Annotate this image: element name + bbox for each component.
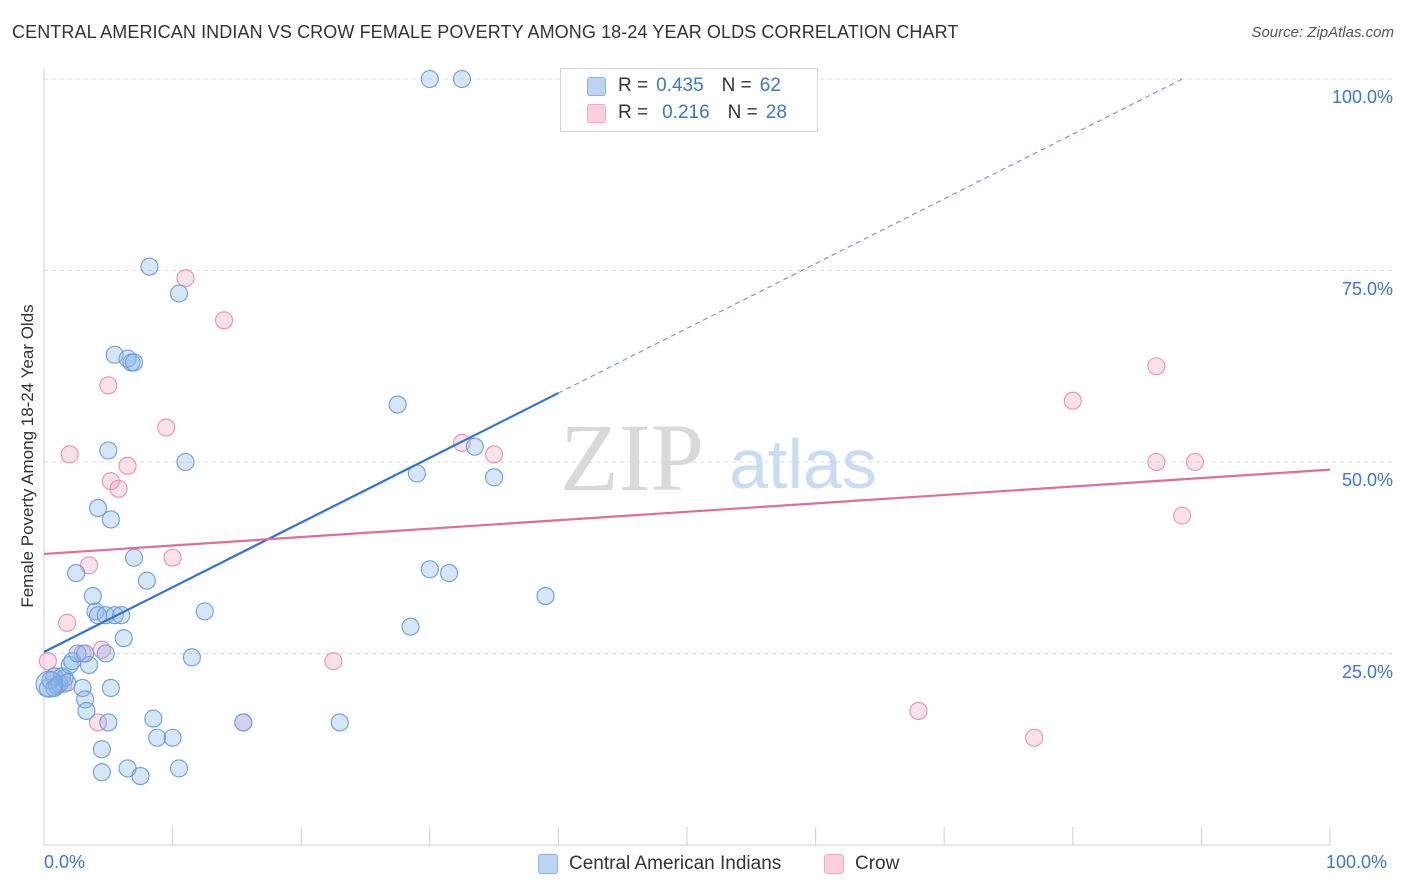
point-central-american-indians (169, 759, 189, 778)
y-tick-label: 25.0% (1341, 661, 1393, 682)
watermark-zip: ZIP (560, 404, 704, 511)
point-central-american-indians (144, 709, 163, 728)
x-tick-label-min: 0.0% (44, 852, 86, 872)
y-tick-label: 100.0% (1331, 87, 1393, 107)
point-crow (485, 445, 504, 464)
point-central-american-indians (77, 701, 96, 721)
legend-n-value: 28 (765, 102, 787, 123)
point-crow (58, 613, 77, 632)
point-crow (176, 269, 195, 288)
point-central-american-indians (92, 740, 111, 759)
point-central-american-indians (124, 353, 144, 372)
point-central-american-indians (330, 713, 349, 732)
point-central-american-indians (440, 564, 459, 583)
point-central-american-indians (114, 629, 133, 648)
point-central-american-indians (92, 763, 111, 782)
point-central-american-indians (420, 69, 439, 89)
point-central-american-indians (234, 713, 253, 732)
point-crow (909, 701, 928, 721)
point-central-american-indians (536, 586, 555, 606)
series-legend-crow: Crow (824, 852, 899, 876)
trendline-crow (43, 468, 1331, 556)
series-name: Crow (855, 853, 900, 874)
point-central-american-indians (131, 767, 150, 786)
series-swatch-blue (538, 854, 558, 874)
y-axis-label: Female Poverty Among 18-24 Year Olds (18, 304, 37, 608)
point-central-american-indians-cluster (35, 670, 63, 698)
point-central-american-indians (182, 648, 201, 667)
point-crow (1173, 506, 1192, 525)
y-tick-label: 75.0% (1341, 278, 1393, 299)
point-central-american-indians (148, 728, 167, 747)
point-central-american-indians (73, 678, 92, 698)
point-crow (60, 445, 79, 464)
point-crow (214, 311, 234, 330)
point-central-american-indians (79, 655, 99, 675)
point-crow (1147, 357, 1166, 376)
point-central-american-indians (76, 644, 95, 663)
legend-r-label: R = (618, 102, 649, 123)
point-crow (99, 376, 118, 395)
point-crow (109, 479, 128, 498)
axes (43, 68, 1331, 846)
series-name: Central American Indians (569, 853, 782, 874)
point-crow (38, 652, 57, 671)
point-central-american-indians (96, 644, 115, 663)
point-central-american-indians (163, 728, 182, 747)
legend-n-value: 62 (759, 75, 781, 96)
legend-row-central-american-indians: R = 0.435 N = 62 (587, 73, 781, 99)
correlation-legend: R = 0.435 N = 62 R = 0.216 N = 28 (560, 68, 818, 132)
legend-swatch-blue (587, 76, 606, 96)
point-crow (118, 456, 137, 475)
point-crow (88, 713, 108, 732)
series-legend-central-american-indians: Central American Indians (538, 852, 781, 876)
point-central-american-indians (67, 564, 86, 583)
point-central-american-indians (101, 510, 120, 529)
point-crow (324, 652, 343, 671)
y-tick-label: 50.0% (1341, 470, 1393, 490)
point-central-american-indians (83, 586, 102, 606)
legend-r-value: 0.435 (656, 75, 704, 96)
legend-swatch-pink (587, 103, 606, 123)
legend-r-label: R = (618, 75, 649, 96)
point-crow (1063, 391, 1082, 410)
watermark: ZIP atlas (560, 404, 877, 511)
point-central-american-indians (176, 452, 195, 472)
point-central-american-indians (388, 395, 407, 414)
legend-row-crow: R = 0.216 N = 28 (587, 100, 787, 126)
point-central-american-indians (452, 69, 472, 89)
point-central-american-indians (485, 468, 504, 487)
point-crow (1185, 452, 1205, 472)
grid-lines (44, 78, 1393, 654)
point-central-american-indians (68, 644, 87, 663)
point-crow (1147, 452, 1166, 472)
point-crow (1025, 728, 1044, 747)
point-central-american-indians (195, 602, 214, 621)
point-central-american-indians (101, 678, 120, 698)
point-crow (101, 472, 120, 491)
source-credit: Source: ZipAtlas.com (1251, 24, 1394, 41)
trendline-central-american-indians (43, 392, 559, 653)
legend-r-value: 0.216 (662, 102, 710, 123)
series-swatch-pink (824, 854, 844, 874)
point-central-american-indians (169, 284, 189, 303)
x-tick-label-max: 100.0% (1326, 852, 1388, 872)
point-central-american-indians (401, 617, 420, 636)
chart-title: CENTRAL AMERICAN INDIAN VS CROW FEMALE P… (12, 22, 959, 42)
point-central-american-indians (99, 441, 118, 460)
point-central-american-indians (465, 437, 484, 456)
point-central-american-indians (124, 548, 144, 567)
point-central-american-indians (140, 257, 159, 276)
point-crow (163, 548, 182, 567)
legend-n-label: N = (721, 75, 752, 96)
watermark-atlas: atlas (729, 425, 877, 503)
point-central-american-indians (420, 560, 439, 579)
point-central-american-indians (137, 571, 156, 590)
point-central-american-indians (99, 713, 118, 732)
point-central-american-indians (76, 690, 95, 709)
point-central-american-indians (88, 498, 108, 518)
legend-n-label: N = (727, 102, 758, 123)
point-crow (157, 418, 176, 437)
